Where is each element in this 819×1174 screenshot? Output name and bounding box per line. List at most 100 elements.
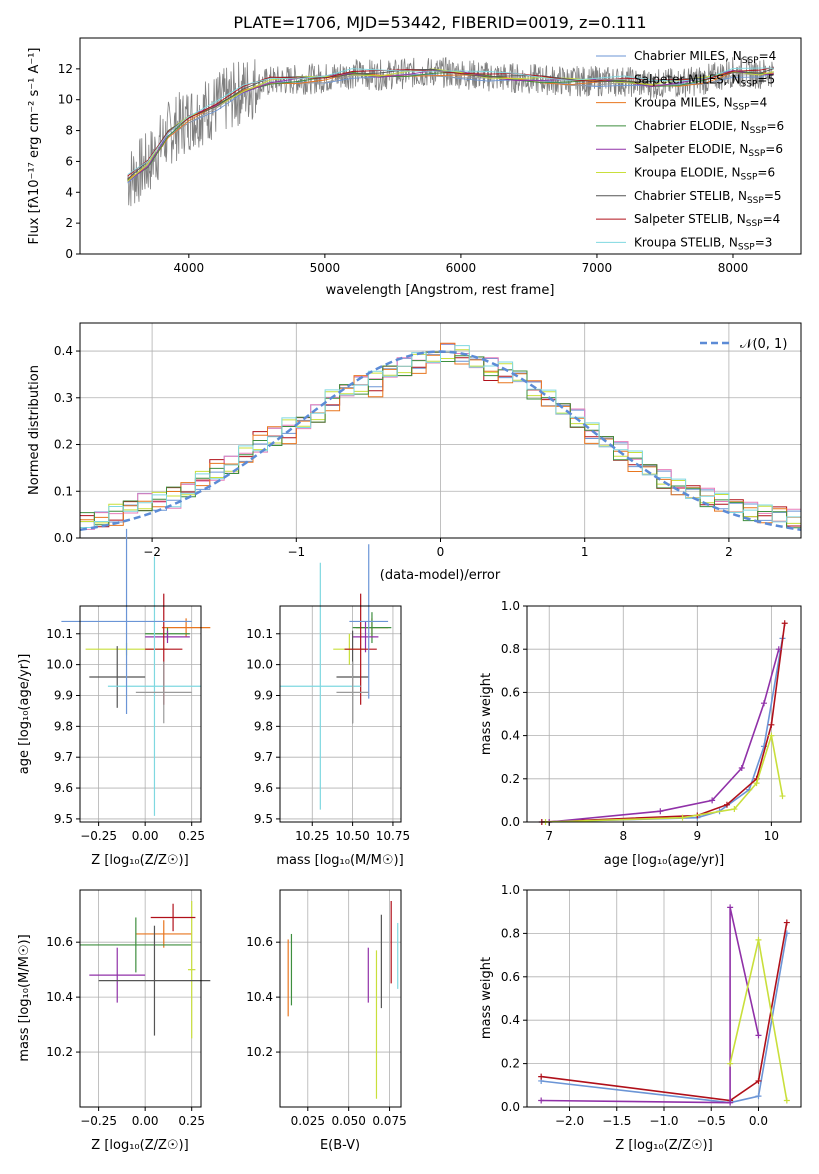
legend-subscript: SSP <box>750 126 767 136</box>
legend-model-name: Salpeter MILES, N <box>634 72 741 86</box>
age-mass-panel: 10.25 10.50 10.75 9.5 9.6 9.7 9.8 9.9 10.0 10.1 m… <box>246 544 410 868</box>
weight_z-xtick-label: 0.0 <box>749 1114 768 1128</box>
legend-label: Chabrier ELODIE, NSSP=6 <box>634 119 784 136</box>
age_z-ytick-label: 9.5 <box>54 812 73 826</box>
mass_ebv-xtick-label: 0.025 <box>291 1114 325 1128</box>
mass_ebv-ytick-label: 10.6 <box>246 935 273 949</box>
mass-z-panel: −0.25 0.00 0.25 10.2 10.4 10.6 Z [log₁₀(Z/Z☉)… <box>17 889 211 1153</box>
age_mass-ytick-label: 9.6 <box>254 781 273 795</box>
residuals-ytick-label: 0.0 <box>54 531 73 545</box>
legend-subscript: SSP <box>747 196 764 206</box>
legend-subscript: SSP <box>742 56 759 66</box>
residuals-ytick-label: 0.2 <box>54 438 73 452</box>
legend-nssp: =6 <box>757 166 775 180</box>
mass_ebv-xtick-label: 0.050 <box>331 1114 365 1128</box>
spectrum-ytick-label: 2 <box>65 216 73 230</box>
mass_z-ytick-label: 10.4 <box>46 990 73 1004</box>
weight_age-weight-marker <box>657 808 664 815</box>
age_z-ytick-label: 9.8 <box>54 719 73 733</box>
age_mass-ytick-label: 10.0 <box>246 658 273 672</box>
age-z-xlabel: Z [log₁₀(Z/Z☉)] <box>91 853 188 868</box>
spectrum-panel: 4000 5000 6000 7000 8000 0 2 4 6 8 10 12 Chabrier M… <box>27 37 802 298</box>
mass_ebv-xtick-label: 0.075 <box>372 1114 406 1128</box>
age_z-ytick-label: 9.7 <box>54 750 73 764</box>
weight-age-ylabel: mass weight <box>479 673 494 755</box>
spectrum-axes-frame <box>79 37 802 255</box>
spectrum-xtick-label: 4000 <box>174 261 205 275</box>
weight_z-weight-marker <box>755 936 762 943</box>
weight_age-weight-marker <box>723 801 730 808</box>
weight_z-ytick-label: 0.6 <box>501 970 520 984</box>
weight_age-weight-marker <box>768 721 775 728</box>
legend-model-name: Chabrier MILES, N <box>634 49 742 63</box>
age_mass-xtick-label: 10.50 <box>335 829 369 843</box>
legend-model-name: Kroupa STELIB, N <box>634 235 738 249</box>
residuals-xtick-label: −2 <box>143 545 161 559</box>
weight_age-weight-marker <box>775 646 782 653</box>
legend-subscript: SSP <box>741 79 758 89</box>
residual-histogram-step <box>80 342 801 526</box>
legend-label: Kroupa STELIB, NSSP=3 <box>634 235 772 252</box>
legend-model-name: Salpeter STELIB, N <box>634 212 746 226</box>
mass-z-ylabel: mass [log₁₀(M/M☉)] <box>17 934 32 1061</box>
weight_z-weight-marker <box>727 1060 734 1067</box>
age_z-ytick-label: 10.1 <box>46 627 73 641</box>
legend-model-name: Chabrier ELODIE, N <box>634 119 750 133</box>
weight_z-ytick-label: 0.0 <box>501 1100 520 1114</box>
weight_age-ytick-label: 1.0 <box>501 599 520 613</box>
legend-subscript: SSP <box>733 103 750 113</box>
weight_z-xtick-label: −1.0 <box>649 1114 678 1128</box>
weight_z-weight-marker <box>727 904 734 911</box>
weight_age-xtick-label: 10 <box>764 829 779 843</box>
weight_z-weight-marker <box>755 1032 762 1039</box>
mass_z-ytick-label: 10.2 <box>46 1045 73 1059</box>
weight_age-weight-marker <box>731 806 738 813</box>
weight_age-weight-marker <box>738 765 745 771</box>
age_z-xtick-label: 0.00 <box>132 829 159 843</box>
age-mass-axes-frame <box>279 605 402 823</box>
spectrum-ytick-label: 10 <box>58 93 73 107</box>
weight_z-ytick-label: 1.0 <box>501 883 520 897</box>
legend-nssp: =3 <box>755 235 773 249</box>
residuals-xtick-label: −1 <box>287 545 305 559</box>
weight_age-weight-line <box>545 735 784 823</box>
age_mass-ytick-label: 9.9 <box>254 688 273 702</box>
legend-label: Salpeter ELODIE, NSSP=6 <box>634 142 783 159</box>
legend-nssp: =6 <box>766 119 784 133</box>
spectrum-xtick-label: 8000 <box>718 261 749 275</box>
legend-label: Chabrier STELIB, NSSP=5 <box>634 189 782 206</box>
age_z-xtick-label: 0.25 <box>178 829 205 843</box>
age_z-ytick-label: 10.0 <box>46 658 73 672</box>
weight_z-weight-marker <box>727 1099 734 1106</box>
spectrum-ytick-label: 12 <box>58 62 73 76</box>
figure-title: PLATE=1706, MJD=53442, FIBERID=0019, z=0… <box>233 13 646 32</box>
weight_age-weight-marker <box>779 793 786 800</box>
weight_z-weight-marker <box>538 1097 545 1104</box>
weight_age-xtick-label: 9 <box>694 829 702 843</box>
model-fit-line <box>127 66 774 177</box>
legend-subscript: SSP <box>748 149 765 159</box>
residual-xlabel: (data-model)/error <box>380 568 501 583</box>
weight_z-weight-line <box>541 907 760 1104</box>
weight_z-ytick-label: 0.4 <box>501 1013 520 1027</box>
legend-label: Chabrier MILES, NSSP=4 <box>634 49 776 66</box>
age_mass-ytick-label: 9.8 <box>254 719 273 733</box>
weight_age-ytick-label: 0.6 <box>501 685 520 699</box>
weight_age-xtick-label: 8 <box>619 829 627 843</box>
mass_ebv-ytick-label: 10.4 <box>246 990 273 1004</box>
weight_age-ytick-label: 0.4 <box>501 729 520 743</box>
weight_z-xtick-label: −0.5 <box>697 1114 726 1128</box>
weight_z-weight-marker <box>783 919 790 926</box>
weight_age-weight-marker <box>760 700 767 707</box>
legend-nssp: =4 <box>750 96 768 110</box>
weight_z-xtick-label: −2.0 <box>555 1114 584 1128</box>
spectrum-ytick-label: 6 <box>65 154 73 168</box>
weight_age-ytick-label: 0.0 <box>501 815 520 829</box>
residuals-xtick-label: 2 <box>725 545 733 559</box>
weight-z-ylabel: mass weight <box>479 957 494 1039</box>
spectrum-ytick-label: 0 <box>65 247 73 261</box>
weight_z-weight-marker <box>755 1077 762 1084</box>
normal-curve <box>79 350 802 532</box>
